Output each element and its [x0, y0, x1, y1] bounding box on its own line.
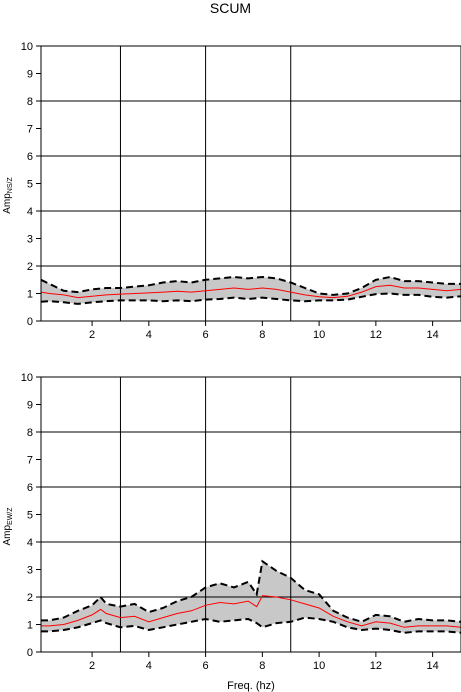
x-tick-label: 10: [313, 660, 325, 672]
x-tick-label: 10: [313, 329, 325, 341]
y-tick-label: 6: [27, 151, 33, 163]
y-tick-label: 8: [27, 427, 33, 439]
x-tick-label: 6: [203, 329, 209, 341]
x-tick-label: 14: [426, 660, 438, 672]
y-tick-label: 5: [27, 510, 33, 522]
y-tick-label: 0: [27, 316, 33, 328]
y-axis-label-main: Amp: [2, 525, 13, 546]
y-tick-label: 0: [27, 647, 33, 659]
x-tick-label: 12: [370, 660, 382, 672]
figure-title: SCUM: [210, 0, 251, 16]
mean-line: [40, 284, 461, 299]
x-tick-label: 2: [89, 329, 95, 341]
y-axis-label-sub: EW/Z: [7, 507, 14, 525]
y-tick-label: 7: [27, 124, 33, 136]
y-axis-label: AmpNS/Z: [2, 177, 14, 214]
x-tick-label: 4: [146, 329, 152, 341]
y-tick-label: 5: [27, 179, 33, 191]
y-tick-label: 6: [27, 482, 33, 494]
x-tick-label: 14: [426, 329, 438, 341]
x-axis-label: Freq. (hz): [227, 680, 275, 692]
y-axis-label-main: Amp: [2, 193, 13, 214]
x-tick-label: 2: [89, 660, 95, 672]
y-tick-label: 10: [21, 372, 33, 384]
mean-line: [41, 595, 461, 628]
x-tick-label: 4: [146, 660, 152, 672]
y-tick-label: 1: [27, 289, 33, 301]
y-tick-label: 8: [27, 96, 33, 108]
upper-bound-line: [40, 275, 461, 296]
y-tick-label: 3: [27, 234, 33, 246]
y-axis-label-sub: NS/Z: [7, 177, 14, 194]
upper-bound-line: [41, 559, 461, 623]
confidence-band: [41, 277, 461, 304]
x-tick-label: 12: [370, 329, 382, 341]
y-tick-label: 3: [27, 565, 33, 577]
y-tick-label: 10: [21, 41, 33, 53]
y-tick-label: 2: [27, 592, 33, 604]
y-axis-label: AmpEW/Z: [2, 507, 14, 546]
y-tick-label: 9: [27, 69, 33, 81]
lower-bound-line: [41, 616, 461, 634]
x-tick-label: 8: [259, 660, 265, 672]
y-tick-label: 4: [27, 537, 33, 549]
y-tick-label: 9: [27, 400, 33, 412]
x-tick-label: 6: [203, 660, 209, 672]
y-tick-label: 1: [27, 620, 33, 632]
x-tick-label: 8: [259, 329, 265, 341]
y-tick-label: 4: [27, 206, 33, 218]
y-tick-label: 2: [27, 261, 33, 273]
y-tick-label: 7: [27, 455, 33, 467]
